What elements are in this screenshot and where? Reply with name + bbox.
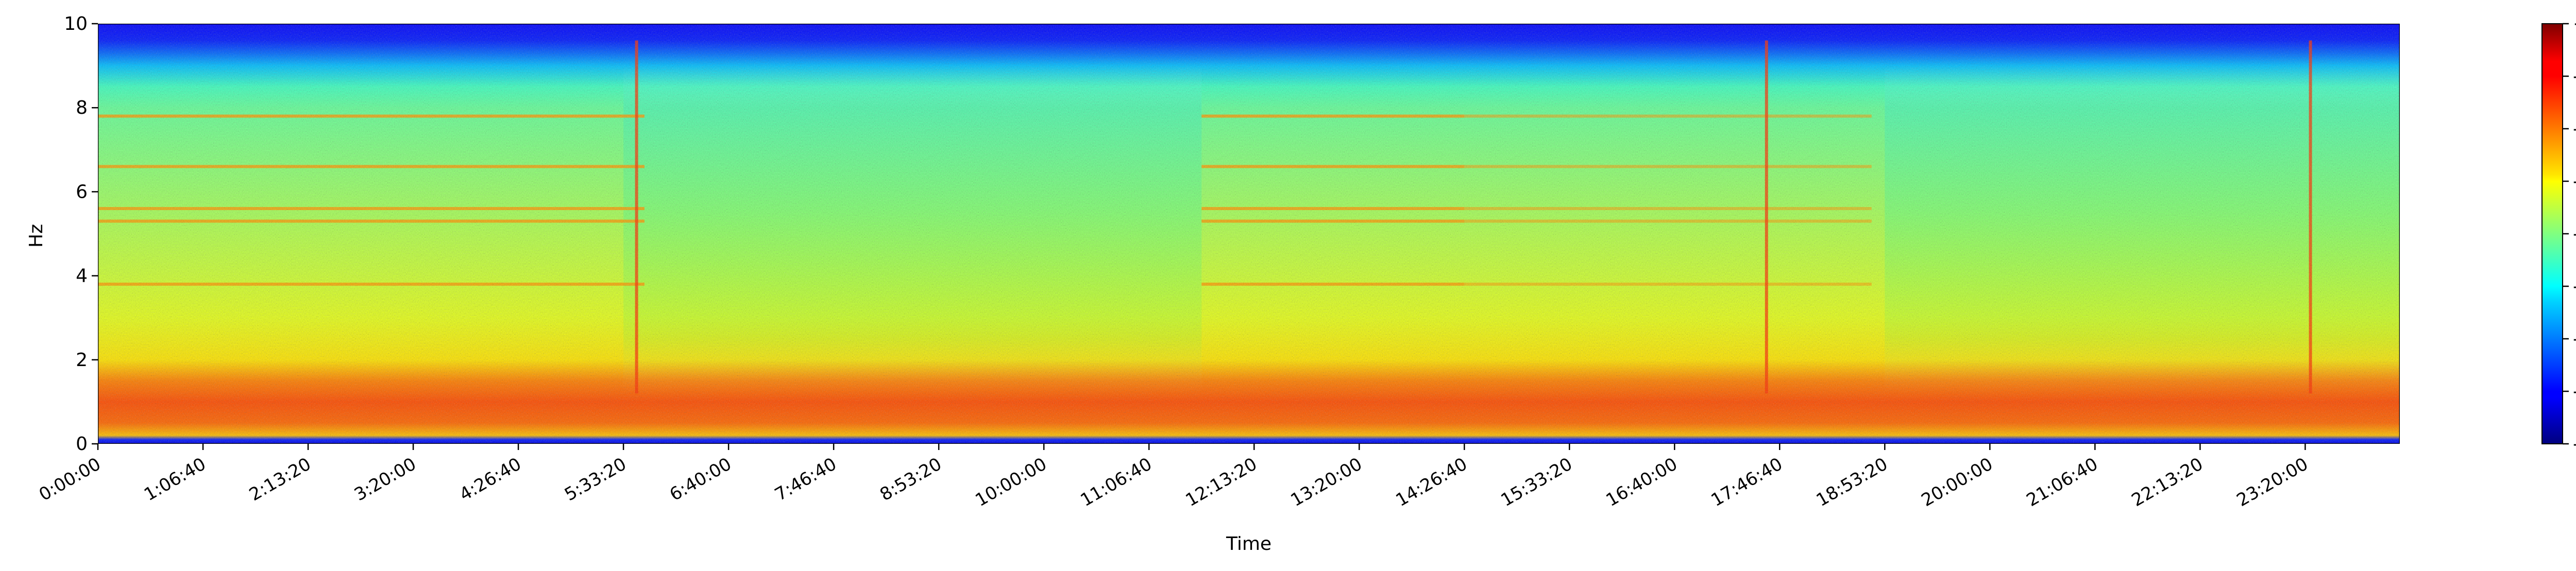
colorbar-ticks: +0 dB -10 dB -20 dB -30 dB -40 dB -50 dB -60 d… [2563, 13, 2576, 455]
narrowband-line-6.6hz-seg1 [98, 165, 645, 168]
y-tick-label: 2 [76, 350, 88, 371]
colorbar-tick-label: -40 dB [2573, 223, 2576, 245]
x-tick-label: 16:40:00 [1603, 454, 1681, 511]
x-tick-label: 7:46:40 [771, 454, 840, 505]
y-tick-label: 0 [76, 434, 88, 455]
x-tick-label: 14:26:40 [1392, 454, 1470, 511]
x-axis-label: Time [1226, 533, 1272, 555]
x-tick-label: 8:53:20 [876, 454, 945, 505]
y-tick-label: 4 [76, 266, 88, 287]
transient-3 [2309, 40, 2312, 394]
x-tick-label: 23:20:00 [2233, 454, 2312, 511]
transient-1 [635, 40, 638, 394]
quiet-period-1 [623, 24, 1202, 444]
narrowband-line-5.3hz-seg3 [1464, 219, 1872, 223]
plot-area [97, 23, 2401, 445]
narrowband-line-6.6hz-seg3 [1464, 165, 1872, 168]
x-tick-label: 15:33:20 [1498, 454, 1576, 511]
x-tick-label: 10:00:00 [972, 454, 1050, 511]
x-tick-label: 0:00:00 [36, 454, 105, 505]
x-tick-label: 6:40:00 [666, 454, 735, 505]
narrowband-line-5.6hz-seg3 [1464, 207, 1872, 211]
colorbar-tick-label: -80 dB [2573, 434, 2576, 455]
y-tick-label: 6 [76, 181, 88, 202]
plot-frame [97, 23, 2401, 445]
x-tick-label: 2:13:20 [246, 454, 315, 505]
x-tick-label: 21:06:40 [2023, 454, 2102, 511]
colorbar-tick-label: -70 dB [2573, 381, 2576, 402]
quiet-period-2 [1885, 24, 2400, 444]
x-tick-label: 3:20:00 [351, 454, 420, 505]
transient-2 [1765, 40, 1768, 394]
colorbar-tick-label: -20 dB [2573, 118, 2576, 140]
y-tick-label: 8 [76, 97, 88, 118]
colorbar-tick-label: +0 dB [2573, 13, 2576, 34]
noise-texture [98, 24, 2400, 444]
y-axis-label: Hz [26, 224, 47, 248]
x-tick-label: 13:20:00 [1287, 454, 1365, 511]
colorbar-gradient [2541, 23, 2563, 444]
colorbar-tick-label: -10 dB [2573, 66, 2576, 87]
y-axis: 0 2 4 6 8 10 [64, 13, 98, 455]
x-tick-label: 11:06:40 [1077, 454, 1155, 511]
x-tick-label: 1:06:40 [141, 454, 210, 505]
narrowband-line-7.8hz-seg2 [1201, 114, 1465, 118]
narrowband-line-6.6hz-seg2 [1201, 165, 1465, 168]
transient-events [635, 40, 2312, 394]
colorbar-tick-label: -60 dB [2573, 328, 2576, 350]
narrowband-line-3.8hz-seg2 [1201, 282, 1465, 286]
quiet-period-overlays [623, 24, 2400, 444]
narrowband-line-5.6hz-seg1 [98, 207, 645, 211]
x-tick-label: 4:26:40 [456, 454, 525, 505]
x-tick-label: 5:33:20 [561, 454, 630, 505]
x-tick-label: 18:53:20 [1813, 454, 1891, 511]
colorbar-tick-label: -50 dB [2573, 276, 2576, 297]
x-axis: 0:00:00 1:06:40 2:13:20 3:20:00 4:26:40 5:33:… [36, 444, 2312, 511]
narrowband-line-5.3hz-seg2 [1201, 219, 1465, 223]
narrowband-line-7.8hz-seg3 [1464, 114, 1872, 118]
x-tick-label: 22:13:20 [2128, 454, 2207, 511]
narrowband-line-5.3hz-seg1 [98, 219, 645, 223]
x-tick-label: 12:13:20 [1182, 454, 1260, 511]
x-tick-label: 20:00:00 [1918, 454, 1996, 511]
y-tick-label: 10 [64, 13, 88, 34]
x-tick-label: 17:46:40 [1708, 454, 1786, 511]
narrowband-line-5.6hz-seg2 [1201, 207, 1465, 211]
narrowband-line-7.8hz-seg1 [98, 114, 645, 118]
colorbar-tick-label: -30 dB [2573, 171, 2576, 192]
narrowband-line-3.8hz-seg3 [1464, 282, 1872, 286]
narrowband-line-3.8hz-seg1 [98, 282, 645, 286]
colorbar: +0 dB -10 dB -20 dB -30 dB -40 dB -50 dB -60 d… [2541, 13, 2576, 455]
narrowband-lines [98, 114, 1872, 286]
